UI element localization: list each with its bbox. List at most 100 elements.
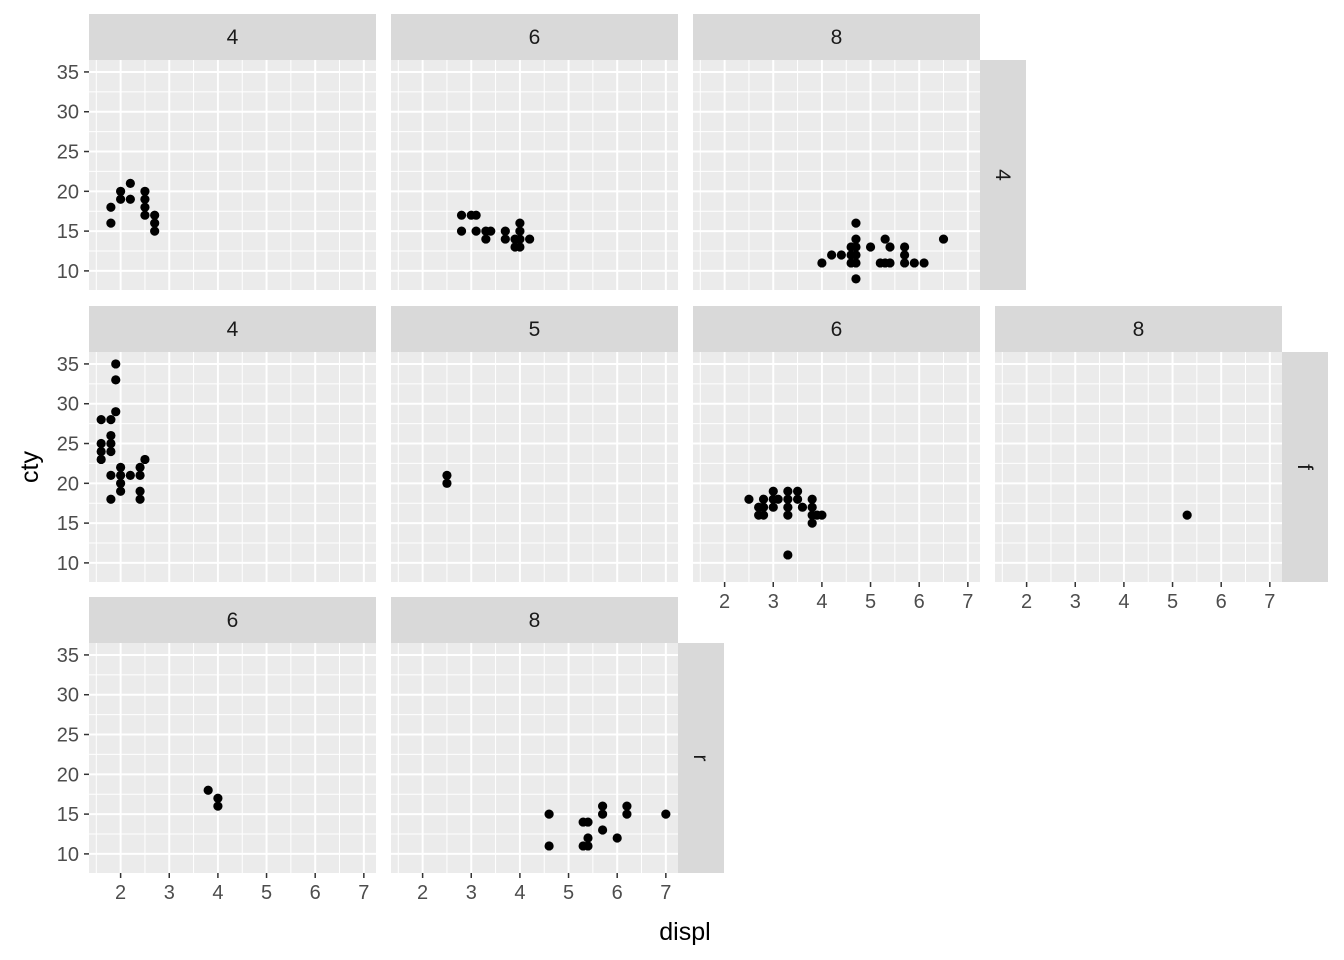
data-point bbox=[583, 817, 593, 827]
data-point bbox=[135, 494, 145, 504]
column-strip-background bbox=[391, 597, 678, 643]
data-point bbox=[116, 462, 126, 472]
data-point bbox=[515, 226, 525, 236]
data-point bbox=[744, 494, 754, 504]
x-tick-label: 5 bbox=[261, 882, 272, 904]
data-point bbox=[481, 234, 491, 244]
x-tick-label: 7 bbox=[962, 591, 973, 613]
data-point bbox=[792, 486, 803, 496]
data-point bbox=[140, 210, 150, 220]
row-strip-background bbox=[1282, 352, 1328, 582]
data-point bbox=[203, 785, 213, 795]
data-point bbox=[442, 470, 452, 480]
data-point bbox=[106, 415, 116, 425]
data-point bbox=[111, 407, 121, 417]
data-point bbox=[900, 250, 910, 260]
data-point bbox=[598, 801, 608, 811]
data-point bbox=[116, 186, 126, 196]
row-strip-label: 4 bbox=[991, 169, 1014, 181]
x-tick-label: 2 bbox=[719, 591, 730, 613]
data-point bbox=[938, 234, 949, 244]
column-strip-label: 8 bbox=[529, 609, 541, 632]
data-point bbox=[96, 438, 106, 449]
x-tick-label: 3 bbox=[466, 882, 477, 904]
y-tick-label: 30 bbox=[57, 685, 79, 707]
data-point bbox=[486, 226, 496, 236]
y-tick-label: 15 bbox=[57, 804, 79, 826]
x-tick-label: 7 bbox=[358, 882, 369, 904]
column-strip-label: 4 bbox=[227, 318, 239, 341]
x-axis-title: displ bbox=[659, 918, 710, 946]
data-point bbox=[583, 833, 593, 843]
column-strip-background bbox=[89, 597, 376, 643]
column-strip-background bbox=[89, 306, 376, 352]
data-point bbox=[885, 242, 895, 252]
x-tick-label: 3 bbox=[164, 882, 175, 904]
data-point bbox=[106, 430, 116, 441]
data-point bbox=[150, 210, 160, 220]
y-tick-label: 25 bbox=[57, 142, 79, 164]
data-point bbox=[807, 502, 817, 512]
x-tick-label: 6 bbox=[1216, 591, 1227, 613]
x-tick-label: 7 bbox=[1264, 591, 1275, 613]
data-point bbox=[851, 234, 861, 244]
data-point bbox=[544, 809, 554, 819]
x-tick-label: 5 bbox=[563, 882, 574, 904]
data-point bbox=[510, 242, 520, 252]
facet-panel-cyl6-drvr: 6 bbox=[89, 597, 376, 873]
data-point bbox=[96, 415, 106, 425]
data-point bbox=[106, 438, 116, 449]
x-tick-label: 4 bbox=[816, 591, 827, 613]
data-point bbox=[466, 210, 476, 220]
data-point bbox=[116, 486, 126, 496]
data-point bbox=[140, 202, 150, 212]
data-point bbox=[213, 801, 223, 811]
data-point bbox=[456, 210, 467, 220]
column-strip-background bbox=[693, 14, 980, 60]
y-tick-label: 30 bbox=[57, 394, 79, 416]
column-strip-background bbox=[693, 306, 980, 352]
y-tick-label: 25 bbox=[57, 434, 79, 456]
facet-panel-cyl4-drvf: 4 bbox=[89, 306, 376, 582]
data-point bbox=[135, 462, 145, 472]
data-point bbox=[116, 194, 126, 204]
x-tick-label: 4 bbox=[212, 882, 223, 904]
data-point bbox=[836, 250, 846, 260]
y-axis-title: cty bbox=[16, 451, 44, 483]
data-point bbox=[622, 801, 632, 811]
panel-background bbox=[693, 352, 980, 582]
data-point bbox=[758, 494, 769, 504]
data-point bbox=[851, 250, 861, 260]
data-point bbox=[807, 494, 817, 504]
panel-background bbox=[89, 60, 376, 290]
x-tick-label: 2 bbox=[115, 882, 126, 904]
data-point bbox=[909, 258, 919, 268]
data-point bbox=[900, 242, 910, 252]
data-point bbox=[792, 494, 803, 504]
panel-background bbox=[89, 643, 376, 873]
data-point bbox=[525, 234, 535, 244]
data-point bbox=[583, 841, 593, 851]
column-strip-label: 6 bbox=[831, 318, 843, 341]
data-point bbox=[783, 494, 793, 504]
y-tick-label: 15 bbox=[57, 513, 79, 535]
x-tick-label: 7 bbox=[660, 882, 671, 904]
data-point bbox=[111, 359, 121, 369]
data-point bbox=[111, 375, 121, 385]
x-tick-label: 6 bbox=[310, 882, 321, 904]
data-point bbox=[612, 833, 622, 843]
data-point bbox=[768, 486, 778, 496]
data-point bbox=[598, 809, 608, 819]
column-strip-label: 5 bbox=[529, 318, 541, 341]
y-tick-label: 10 bbox=[57, 844, 79, 866]
data-point bbox=[661, 809, 671, 819]
column-strip-background bbox=[89, 14, 376, 60]
x-tick-label: 4 bbox=[514, 882, 525, 904]
data-point bbox=[851, 258, 861, 268]
data-point bbox=[213, 793, 223, 803]
data-point bbox=[851, 218, 861, 228]
panel-background bbox=[995, 352, 1282, 582]
data-point bbox=[125, 470, 135, 480]
data-point bbox=[96, 446, 106, 457]
